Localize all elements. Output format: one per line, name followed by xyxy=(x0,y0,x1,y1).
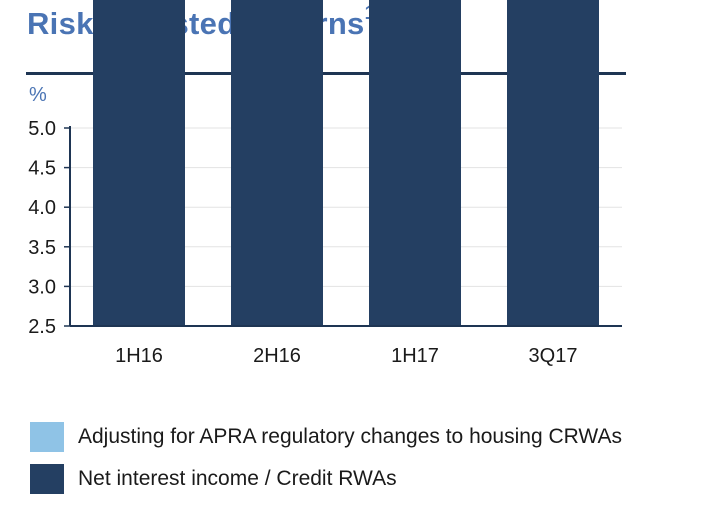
y-tick-label: 3.5 xyxy=(28,237,56,259)
legend-label-net-interest: Net interest income / Credit RWAs xyxy=(78,467,397,490)
y-tick-label: 4.5 xyxy=(28,158,56,180)
x-tick-label: 2H16 xyxy=(253,345,301,367)
legend: Adjusting for APRA regulatory changes to… xyxy=(30,422,622,506)
y-axis-unit-label: % xyxy=(29,84,47,106)
legend-item-adjusting: Adjusting for APRA regulatory changes to… xyxy=(30,422,622,452)
bar-chart: 5.0 4.5 4.0 3.5 3.0 2.5 1H16 2H16 1H17 3Q17 xyxy=(28,0,622,367)
legend-item-net-interest: Net interest income / Credit RWAs xyxy=(30,464,622,494)
legend-swatch-adjusting xyxy=(30,422,64,452)
title-divider xyxy=(26,72,626,75)
legend-swatch-net-interest xyxy=(30,464,64,494)
bar-net-interest xyxy=(231,0,323,327)
x-tick-label: 1H16 xyxy=(115,345,163,367)
bar-net-interest xyxy=(93,0,185,326)
bar-net-interest xyxy=(369,0,461,327)
y-tick-label: 3.0 xyxy=(28,276,56,298)
bar-net-interest xyxy=(507,0,599,327)
x-tick-label: 3Q17 xyxy=(529,345,578,367)
y-tick-label: 2.5 xyxy=(28,316,56,338)
x-tick-label: 1H17 xyxy=(391,345,439,367)
y-tick-label: 5.0 xyxy=(28,118,56,140)
y-tick-label: 4.0 xyxy=(28,197,56,219)
legend-label-adjusting: Adjusting for APRA regulatory changes to… xyxy=(78,425,622,448)
